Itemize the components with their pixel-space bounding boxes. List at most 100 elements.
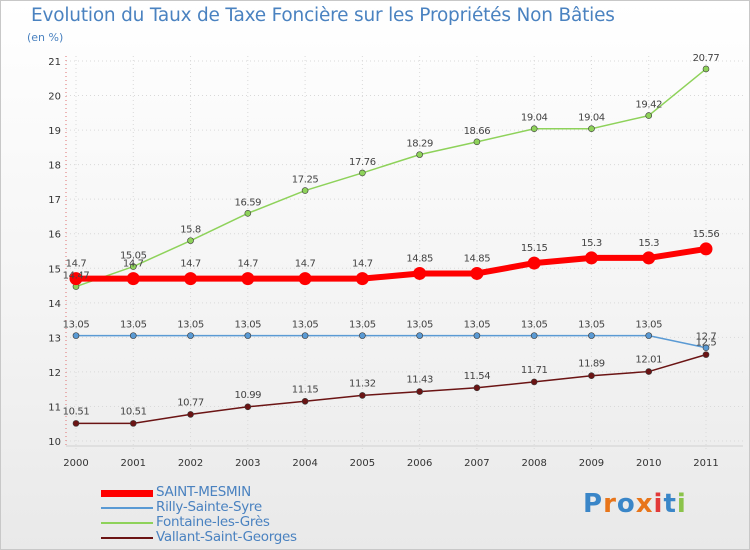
data-point	[702, 351, 710, 358]
data-point	[473, 138, 481, 146]
data-point	[129, 420, 137, 427]
x-tick-label: 2007	[464, 458, 489, 469]
data-label: 14.7	[295, 259, 316, 270]
data-label: 13.05	[578, 320, 605, 331]
y-tick-label: 15	[48, 264, 61, 275]
data-label: 14.85	[406, 253, 433, 264]
data-label: 14.7	[180, 259, 201, 270]
legend-label: Fontaine-les-Grès	[156, 514, 270, 530]
data-point	[645, 368, 653, 375]
data-point	[72, 332, 80, 339]
data-label: 13.05	[406, 320, 433, 331]
x-tick-label: 2002	[178, 458, 203, 469]
y-tick-label: 21	[48, 57, 61, 68]
y-unit-label: (en %)	[27, 31, 64, 44]
data-label: 13.05	[120, 320, 147, 331]
data-label: 13.05	[292, 320, 319, 331]
legend-swatch	[101, 489, 153, 497]
data-label: 14.7	[123, 259, 144, 270]
data-label: 15.15	[521, 243, 548, 254]
y-tick-label: 10	[48, 437, 61, 448]
data-point	[301, 397, 309, 405]
data-point	[72, 420, 80, 427]
data-point	[244, 210, 252, 217]
brand-letter: t	[663, 489, 677, 519]
data-point	[584, 251, 598, 265]
x-tick-label: 2006	[407, 458, 432, 469]
data-label: 10.51	[63, 406, 90, 417]
data-point	[129, 263, 137, 270]
data-label: 14.7	[352, 259, 373, 270]
data-label: 14.47	[63, 271, 90, 282]
data-label: 11.89	[578, 359, 605, 370]
series-line-2	[75, 68, 707, 288]
data-label: 14.85	[464, 253, 491, 264]
data-label: 18.66	[464, 126, 491, 137]
data-point	[359, 169, 366, 177]
data-point	[527, 256, 541, 270]
data-label: 13.05	[635, 320, 662, 331]
data-label: 17.76	[349, 157, 376, 168]
x-tick-label: 2009	[579, 458, 604, 469]
data-point	[699, 242, 713, 256]
data-label: 19.04	[578, 113, 605, 124]
legend-swatch	[101, 522, 153, 524]
data-label: 13.05	[177, 320, 204, 331]
data-point	[588, 372, 595, 380]
data-point	[416, 151, 423, 158]
data-point	[645, 332, 653, 339]
data-label: 13.05	[63, 320, 90, 331]
data-label: 15.05	[120, 251, 147, 262]
x-tick-label: 2001	[121, 458, 146, 469]
data-point	[126, 272, 140, 286]
y-tick-label: 13	[48, 333, 61, 344]
data-point	[244, 332, 252, 339]
data-point	[416, 332, 423, 339]
y-tick-label: 18	[48, 161, 61, 172]
data-label: 12.01	[635, 355, 662, 366]
brand-logo: Proxiti	[583, 489, 687, 519]
data-label: 11.71	[521, 365, 548, 376]
series-line-3	[76, 353, 707, 425]
series-line-0	[76, 245, 707, 282]
legend-swatch	[101, 507, 153, 509]
y-tick-label: 19	[48, 126, 61, 137]
data-point	[470, 266, 484, 280]
x-tick-label: 2004	[292, 458, 317, 469]
data-point	[187, 332, 194, 339]
legend-label: SAINT-MESMIN	[156, 484, 251, 500]
x-tick-label: 2003	[235, 458, 260, 469]
data-label: 18.29	[406, 139, 433, 150]
data-point	[642, 251, 656, 265]
data-point	[359, 332, 366, 339]
brand-letter: o	[616, 489, 636, 519]
data-point	[301, 332, 309, 339]
legend-label: Rilly-Sainte-Syre	[156, 499, 262, 515]
data-label: 12.5	[696, 338, 717, 349]
data-point	[184, 272, 198, 286]
data-point	[301, 187, 309, 194]
y-tick-label: 12	[48, 368, 61, 379]
data-label: 11.54	[464, 371, 491, 382]
data-point	[473, 384, 481, 392]
data-label: 13.05	[464, 320, 491, 331]
data-label: 11.43	[406, 375, 433, 386]
data-label: 14.7	[237, 259, 258, 270]
data-point	[588, 125, 595, 133]
brand-letter: i	[653, 489, 664, 519]
data-point	[530, 332, 538, 339]
series-line-1	[76, 334, 707, 349]
data-label: 17.25	[292, 175, 319, 186]
x-tick-label: 2000	[63, 458, 88, 469]
data-point	[244, 403, 252, 411]
legend-label: Vallant-Saint-Georges	[156, 529, 297, 545]
brand-letter: P	[583, 489, 604, 519]
data-label: 19.42	[635, 100, 662, 111]
data-label: 10.51	[120, 406, 147, 417]
data-point	[645, 112, 653, 119]
brand-letter: r	[603, 489, 617, 519]
data-label: 19.04	[521, 113, 548, 124]
data-label: 10.99	[234, 390, 261, 401]
data-label: 15.3	[581, 238, 602, 249]
